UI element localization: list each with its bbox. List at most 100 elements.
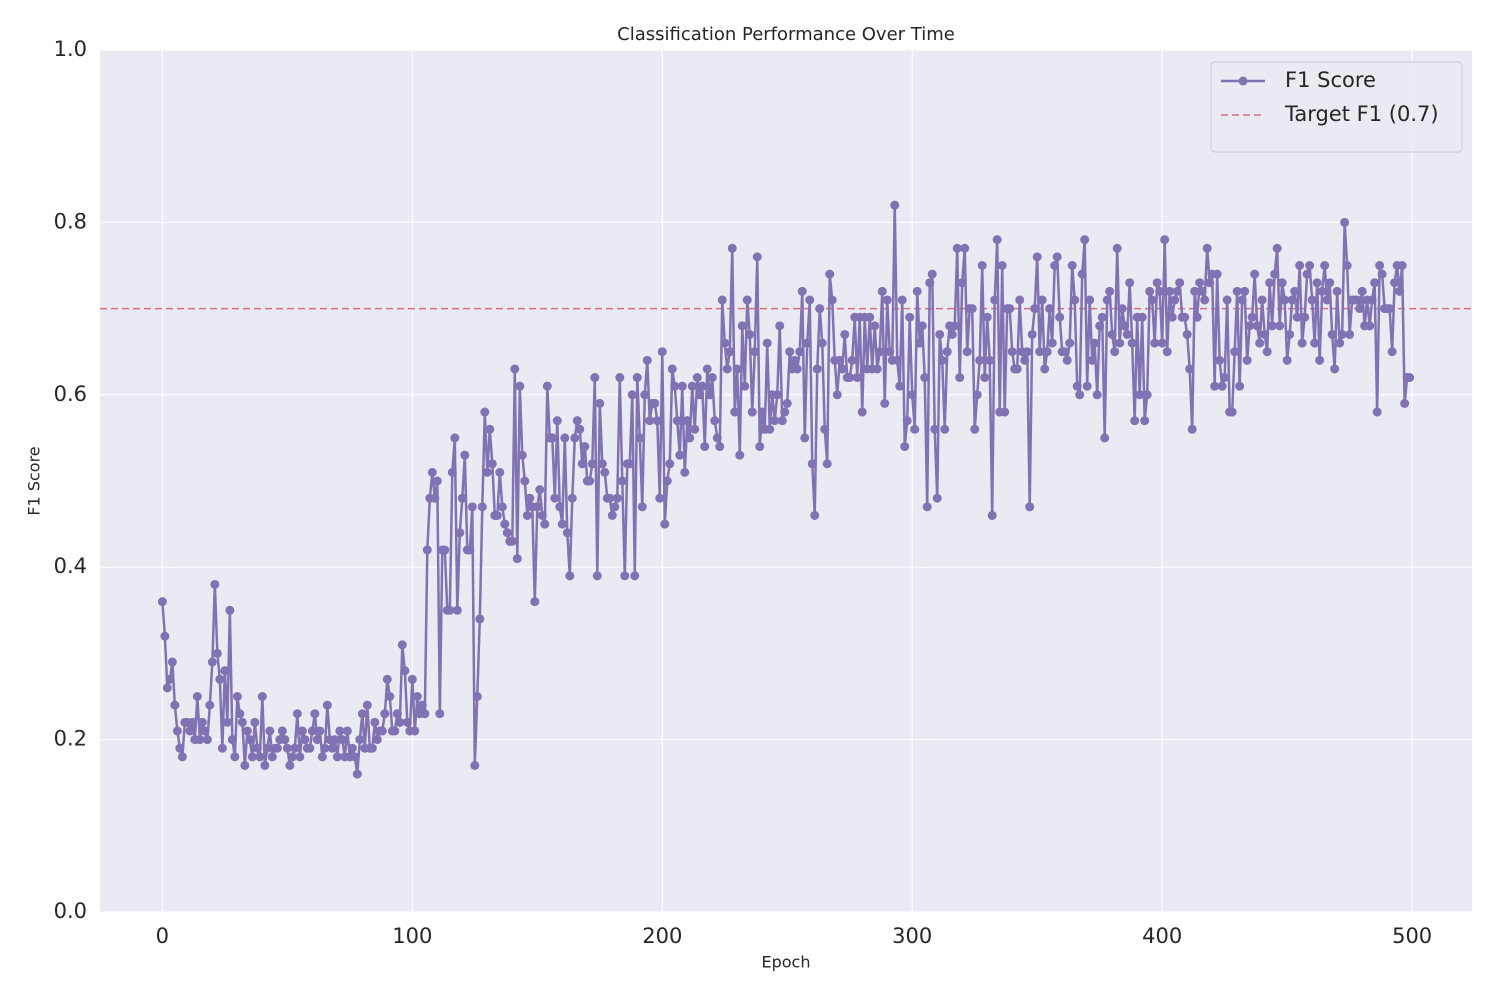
data-point [332,752,342,762]
data-point [1372,407,1382,417]
data-point [1182,329,1192,339]
y-tick-label: 0.4 [54,554,87,578]
data-point [610,502,620,512]
data-point [285,760,295,770]
data-point [947,329,957,339]
data-point [597,459,607,469]
y-tick-label: 1.0 [54,37,87,61]
data-point [730,407,740,417]
data-point [412,692,422,701]
data-point [1250,269,1260,279]
data-point [697,381,707,391]
data-point [1337,329,1347,339]
data-point [202,735,212,745]
data-point [637,502,647,512]
data-point [480,407,490,417]
data-point [1310,338,1320,348]
data-point [1242,355,1252,365]
legend-label: F1 Score [1285,68,1376,92]
data-point [880,398,890,408]
data-point [547,433,557,443]
data-point [712,433,722,443]
x-tick-label: 500 [1392,924,1432,948]
data-point [162,683,172,693]
data-point [970,424,980,434]
data-point [837,364,847,374]
data-point [795,347,805,357]
data-point [1325,278,1335,288]
data-point [170,700,180,710]
data-point [1280,295,1290,305]
data-point [160,631,170,641]
data-point [1185,364,1195,374]
data-point [317,752,327,762]
data-point [1245,321,1255,331]
data-point [315,726,325,736]
data-point [620,571,630,581]
data-point [1210,381,1220,391]
data-point [1070,295,1080,305]
data-point [750,347,760,357]
data-point [790,355,800,365]
data-point [452,605,462,615]
data-point [567,493,577,503]
data-point [865,312,875,322]
data-point [455,528,465,538]
data-point [1197,286,1207,296]
data-point [1117,304,1127,314]
data-point [1322,295,1332,305]
data-point [662,476,672,486]
data-point [450,433,460,443]
data-point [587,459,597,469]
data-point [187,717,197,727]
data-point [482,467,492,477]
data-point [250,717,260,727]
data-point [1095,321,1105,331]
data-point [1262,347,1272,357]
data-point [327,743,337,753]
data-point [897,295,907,305]
data-point [1295,261,1305,270]
data-point [687,381,697,391]
data-point [392,709,402,719]
data-point [1052,252,1062,262]
data-point [1112,243,1122,253]
data-point [382,674,392,684]
data-point [815,304,825,314]
data-point [987,510,997,520]
data-point [460,450,470,460]
data-point [435,709,445,719]
data-point [447,467,457,477]
data-point [1145,286,1155,296]
data-point [847,355,857,365]
data-point [557,519,567,529]
data-point [282,743,292,753]
data-point [957,278,967,288]
data-point [1405,373,1415,383]
data-point [1090,338,1100,348]
data-point [212,648,222,658]
data-point [560,433,570,443]
data-point [197,717,207,727]
data-point [457,493,467,503]
data-point [1240,286,1250,296]
data-point [1202,243,1212,253]
data-point [1037,295,1047,305]
data-point [1025,502,1035,512]
data-point [525,493,535,503]
data-point [235,709,245,719]
data-point [1260,329,1270,339]
data-point [1272,243,1282,253]
data-point [932,493,942,503]
y-tick-label: 0.2 [54,727,87,751]
data-point [362,700,372,710]
data-point [937,355,947,365]
data-point [670,381,680,391]
data-point [502,528,512,538]
data-point [520,476,530,486]
data-point [692,373,702,383]
data-point [1365,321,1375,331]
data-point [1247,312,1257,322]
data-point [875,347,885,357]
